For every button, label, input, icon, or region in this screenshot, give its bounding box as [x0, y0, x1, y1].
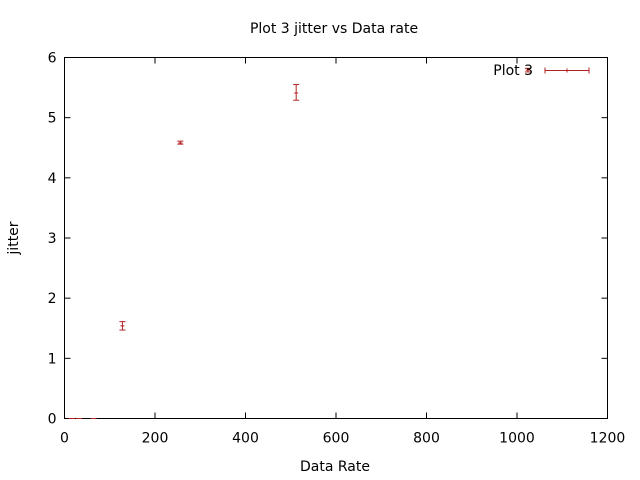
x-tick-label: 1000 — [499, 431, 535, 447]
y-tick-labels: 0 1 2 3 4 5 6 — [48, 51, 57, 428]
y-tick-label: 4 — [48, 171, 57, 187]
x-axis-label: Data Rate — [300, 459, 370, 475]
x-tick-label: 800 — [413, 431, 440, 447]
data-point — [119, 321, 126, 331]
y-tick-label: 0 — [48, 412, 57, 428]
y-tick-label: 6 — [48, 51, 57, 67]
y-tick-label: 3 — [48, 231, 57, 247]
y-tick-label: 5 — [48, 111, 57, 127]
y-axis-label: jitter — [6, 221, 22, 255]
axis-ticks — [64, 57, 608, 419]
x-tick-label: 400 — [232, 431, 259, 447]
data-point — [293, 84, 300, 101]
x-tick-labels: 0 200 400 600 800 1000 1200 — [60, 431, 625, 447]
legend-sample — [544, 67, 590, 74]
y-tick-label: 2 — [48, 291, 57, 307]
chart-title: Plot 3 jitter vs Data rate — [250, 21, 418, 37]
data-point — [177, 140, 184, 145]
plot-frame — [64, 57, 608, 419]
y-tick-label: 1 — [48, 351, 57, 367]
legend: Plot 3 — [493, 63, 590, 79]
x-tick-label: 1200 — [590, 431, 626, 447]
legend-label: Plot 3 — [493, 63, 533, 79]
x-tick-label: 200 — [142, 431, 169, 447]
x-tick-label: 600 — [323, 431, 350, 447]
series-plot-3 — [68, 67, 531, 419]
x-tick-label: 0 — [60, 431, 69, 447]
data-point — [524, 67, 531, 73]
